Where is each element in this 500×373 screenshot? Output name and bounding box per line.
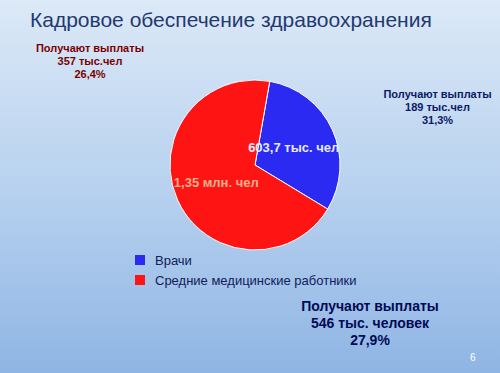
html-text:Средние медицинские работники: Средние медицинские работники (155, 272, 357, 288)
html-text:Получают выплаты: Получают выплаты (383, 88, 492, 100)
html-text:6: 6 (470, 352, 476, 363)
html-text:Кадровое обеспечение здравоохр: Кадровое обеспечение здравоохранения (30, 8, 432, 31)
svg-text:603,7 тыс. чел: 603,7 тыс. чел (248, 140, 339, 155)
svg-text:1,35 млн. чел: 1,35 млн. чел (174, 175, 259, 190)
html-text:Врачи: Врачи (155, 252, 192, 268)
html-text:189 тыс.чел: 189 тыс.чел (405, 101, 470, 114)
html-text:27,9%: 27,9% (350, 331, 390, 348)
html-text:546 тыс. человек: 546 тыс. человек (311, 314, 429, 331)
html-text:Получают выплаты: Получают выплаты (36, 42, 144, 54)
html-text:357 тыс.чел: 357 тыс.чел (57, 55, 123, 68)
html-text:26,4%: 26,4% (74, 68, 106, 81)
html-text:Получают выплаты: Получают выплаты (301, 298, 439, 314)
html-text:31,3%: 31,3% (421, 114, 454, 127)
